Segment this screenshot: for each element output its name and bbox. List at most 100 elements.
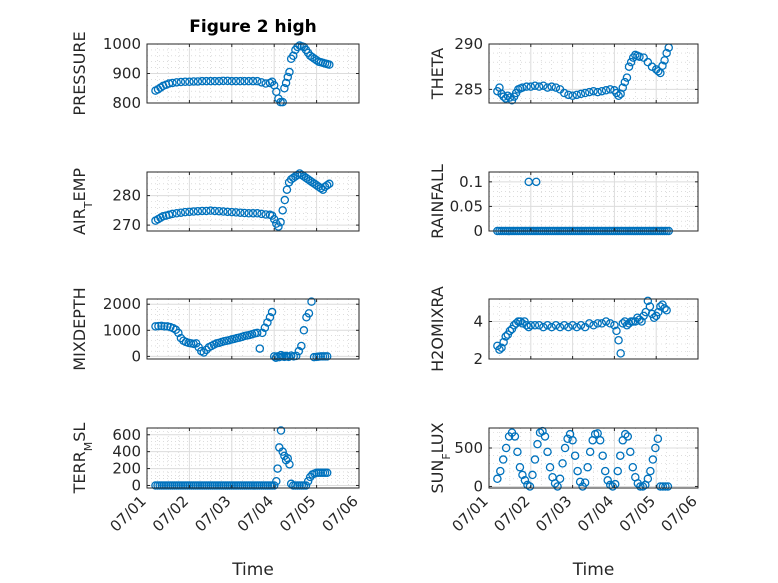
data-point [543,83,552,92]
data-point [528,470,537,480]
data-point [283,454,293,463]
data-point [543,447,552,457]
data-point [564,90,573,100]
data-point [593,319,602,328]
data-point [534,82,544,91]
y-tick-label: 0 [131,476,141,494]
data-point [252,209,262,218]
data-point [635,52,644,61]
data-point [647,62,657,71]
data-point [545,462,555,472]
data-point [643,296,653,306]
y-tick-label: 800 [112,94,141,112]
data-point [516,317,525,326]
data-point [643,474,653,484]
data-point [534,320,544,330]
y-tick-label: 600 [112,426,141,444]
data-point [244,209,254,218]
data-point [522,82,531,91]
data-point [645,302,655,311]
axes-border [146,427,360,489]
x-tick-label: 07/04 [574,492,617,535]
data-point [299,326,309,335]
data-point [172,209,181,218]
axes-background [146,298,360,360]
x-axis-label: Time [231,560,274,580]
y-tick-label: 270 [112,216,141,234]
data-point [597,319,607,328]
data-point [231,76,241,86]
data-point [274,222,283,231]
data-point [608,482,617,491]
data-point [526,320,536,330]
data-point [616,349,625,358]
x-tick-label: 07/05 [616,492,659,535]
data-point [176,208,186,217]
data-point [301,481,311,490]
data-point [202,206,211,216]
y-tick-label: 200 [112,460,141,478]
data-point [539,322,548,332]
data-point [510,432,520,441]
data-point [297,341,306,351]
data-point [193,77,203,86]
data-point [568,91,577,100]
x-tick-label: 07/05 [276,492,319,535]
y-tick-label: 900 [112,65,141,83]
data-point [658,61,667,71]
data-point [252,328,262,338]
data-point [654,307,663,317]
data-point [180,77,190,87]
data-point [219,207,228,216]
data-point [267,307,277,317]
data-point [496,466,505,476]
data-point [151,322,160,331]
x-tick-label: 07/03 [191,492,234,535]
subplot-h2omixra: 2 4 H2OMIXRA [428,286,699,372]
axes-border [488,171,699,232]
data-point [174,328,183,338]
data-point [614,91,623,100]
data-point [240,208,249,218]
data-point [261,210,270,219]
data-point [278,206,287,215]
data-point [322,468,332,478]
x-tick-label: 07/04 [234,492,277,535]
data-point [505,326,515,336]
data-point [518,83,527,92]
data-point [499,337,508,347]
data-point [547,82,556,91]
data-point [626,447,635,457]
data-point [598,451,607,460]
y-axis-label: MIXDEPTH [70,287,89,370]
data-point [206,206,215,215]
data-point [522,320,531,330]
data-point [646,466,655,476]
subplot-rainfall: 0 0.05 0.1 RAINFALL [428,164,699,240]
data-point [618,83,628,92]
data-point [613,466,622,476]
data-point [157,321,166,331]
data-point [322,181,332,190]
data-point [626,57,636,67]
data-point [164,210,174,220]
data-point [272,476,281,486]
x-tick-label: 07/02 [149,492,192,535]
data-point [600,466,610,476]
data-point [498,455,508,464]
y-tick-label: 1000 [103,321,141,339]
data-point [538,426,547,436]
y-axis-label: PRESSURE [70,31,89,115]
data-point [533,439,542,449]
data-point [325,179,334,189]
data-point [583,462,592,472]
data-point [616,451,625,460]
data-point [252,76,262,86]
data-point [172,78,181,87]
data-point [223,76,232,86]
data-point [563,434,572,444]
data-point [560,443,570,453]
data-point [257,78,266,87]
data-point [547,322,556,332]
data-point [614,335,623,345]
